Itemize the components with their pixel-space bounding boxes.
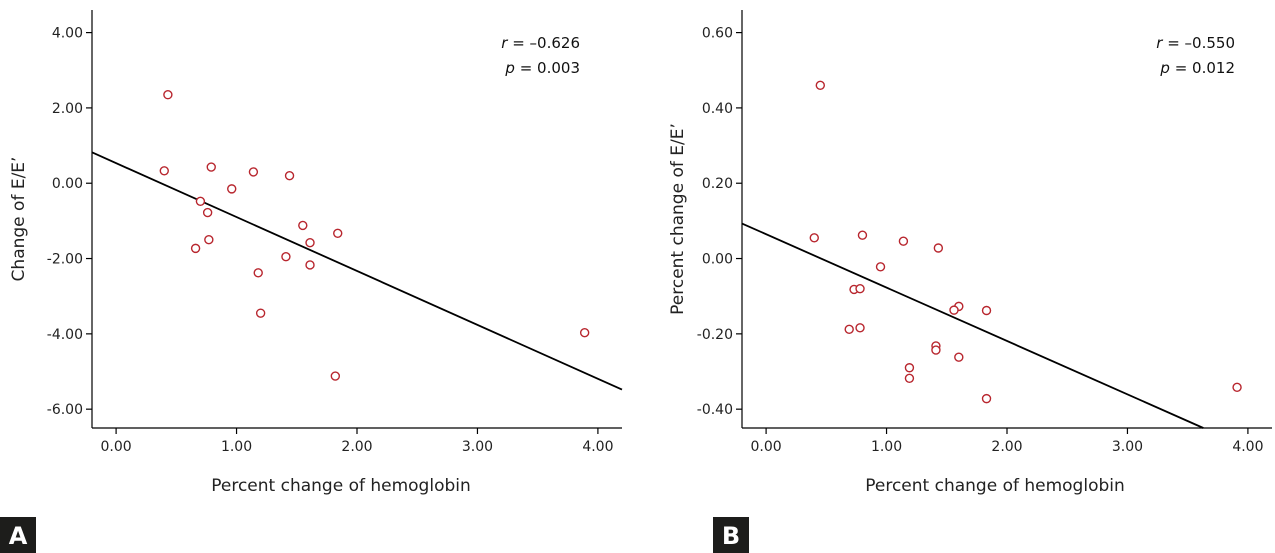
regression-line <box>91 151 623 391</box>
panel-a-y-axis-title: Change of E/E’ <box>9 157 29 282</box>
panel-b-y-ticks: 0.60 0.40 0.20 0.00 -0.20 -0.40 <box>697 26 742 418</box>
data-point <box>206 162 216 172</box>
x-tick-label: 0.00 <box>101 439 132 455</box>
y-tick-label: -6.00 <box>47 402 83 418</box>
data-point <box>875 262 886 272</box>
data-point <box>931 345 941 355</box>
data-point <box>1232 382 1242 393</box>
data-point <box>904 373 915 383</box>
data-point <box>857 230 868 240</box>
data-point <box>163 90 173 100</box>
panel-a-p-stat: p = 0.003 <box>504 59 580 77</box>
data-point <box>255 308 266 318</box>
data-point <box>159 166 169 176</box>
panel-a-badge <box>0 517 36 553</box>
x-tick-label: 1.00 <box>221 439 252 455</box>
panel-b-badge-label: B <box>722 522 740 550</box>
data-point <box>815 80 825 91</box>
data-point <box>284 170 295 181</box>
y-tick-label: 0.40 <box>702 101 733 117</box>
data-point <box>855 323 865 333</box>
data-point <box>253 268 263 278</box>
data-point <box>248 167 259 177</box>
data-point <box>898 236 909 246</box>
data-point <box>190 243 201 254</box>
data-point <box>281 251 291 262</box>
panel-a-badge-label: A <box>9 522 28 550</box>
x-tick-label: 1.00 <box>871 439 902 455</box>
panel-a: 4.00 2.00 0.00 -2.00 -4.00 -6.00 0.00 1.00 2.00… <box>0 10 623 553</box>
data-point <box>809 233 819 243</box>
y-tick-label: -0.20 <box>697 327 733 343</box>
x-tick-label: 2.00 <box>341 439 372 455</box>
y-tick-label: 2.00 <box>52 101 83 117</box>
data-point <box>305 238 315 248</box>
panel-a-points <box>159 90 590 381</box>
panel-b-points <box>809 80 1242 404</box>
panel-b-x-axis-title: Percent change of hemoglobin <box>865 476 1125 496</box>
x-tick-label: 3.00 <box>1112 439 1143 455</box>
x-tick-label: 0.00 <box>751 439 782 455</box>
x-tick-label: 3.00 <box>462 439 493 455</box>
panel-a-x-ticks: 0.00 1.00 2.00 3.00 4.00 <box>101 428 613 455</box>
data-point <box>195 196 206 207</box>
data-point <box>202 207 213 218</box>
panel-a-r-stat: r = –0.626 <box>501 34 580 52</box>
data-point <box>579 328 590 338</box>
data-point <box>933 243 944 253</box>
panel-b-p-stat: p = 0.012 <box>1159 59 1235 77</box>
data-point <box>204 235 214 245</box>
panel-a-fit-line <box>91 151 623 391</box>
data-point <box>981 393 992 404</box>
x-tick-label: 4.00 <box>1232 439 1263 455</box>
y-tick-label: 0.00 <box>702 252 733 268</box>
panel-b-y-axis-title: Percent change of E/E’ <box>668 123 688 315</box>
y-tick-label: 0.60 <box>702 26 733 42</box>
x-tick-label: 2.00 <box>991 439 1022 455</box>
panel-a-y-ticks: 4.00 2.00 0.00 -2.00 -4.00 -6.00 <box>47 26 92 418</box>
y-tick-label: 4.00 <box>52 26 83 42</box>
y-tick-label: 0.00 <box>52 176 83 192</box>
data-point <box>227 184 237 194</box>
y-tick-label: -2.00 <box>47 252 83 268</box>
y-tick-label: -4.00 <box>47 327 83 343</box>
panel-b-badge <box>713 517 749 553</box>
data-point <box>954 352 964 362</box>
x-tick-label: 4.00 <box>582 439 613 455</box>
data-point <box>844 324 854 335</box>
y-tick-label: 0.20 <box>702 176 733 192</box>
regression-line <box>741 222 1204 429</box>
panel-a-x-axis-title: Percent change of hemoglobin <box>211 476 471 496</box>
panel-b: 0.60 0.40 0.20 0.00 -0.20 -0.40 0.00 1.00 2.00 3… <box>668 10 1272 553</box>
panel-b-x-ticks: 0.00 1.00 2.00 3.00 4.00 <box>751 428 1263 455</box>
panel-b-fit-line <box>741 222 1204 429</box>
data-point <box>333 228 343 239</box>
data-point <box>305 260 315 270</box>
data-point <box>981 305 992 316</box>
data-point <box>904 363 915 373</box>
y-tick-label: -0.40 <box>697 402 733 418</box>
data-point <box>855 283 865 294</box>
data-point <box>949 305 959 315</box>
data-point <box>298 220 308 231</box>
data-point <box>330 371 341 381</box>
panel-b-r-stat: r = –0.550 <box>1156 34 1235 52</box>
